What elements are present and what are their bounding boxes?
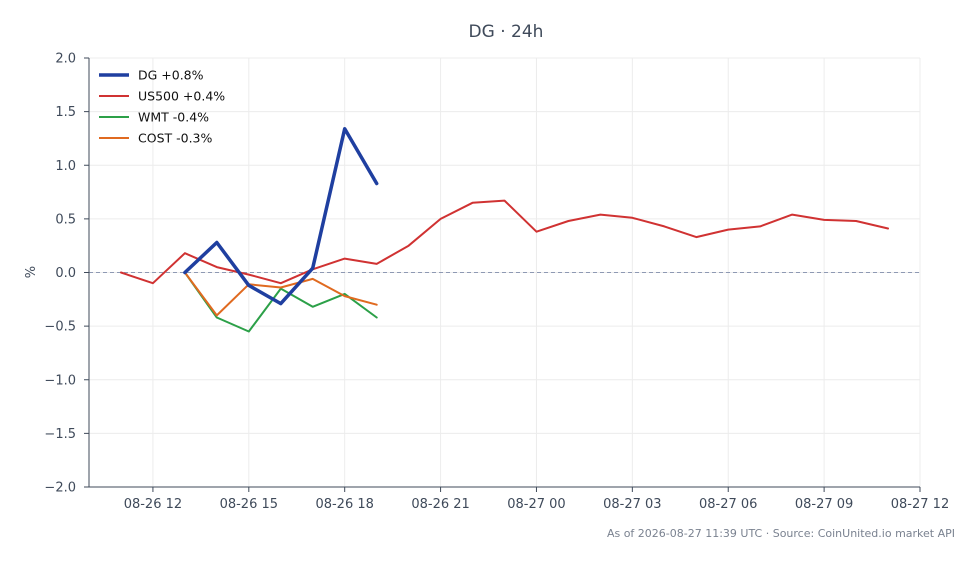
legend-item-2[interactable]: US500 +0.4% xyxy=(99,89,225,104)
y-tick-label: 1.0 xyxy=(55,159,76,174)
y-tick-label: −1.5 xyxy=(44,427,76,442)
legend-label: WMT -0.4% xyxy=(138,110,209,125)
x-tick-label: 08-26 18 xyxy=(315,497,373,512)
series-line-1 xyxy=(183,127,379,306)
x-tick-label: 08-26 12 xyxy=(124,497,182,512)
y-tick-label: 1.5 xyxy=(55,105,76,120)
x-tick-label: 08-27 12 xyxy=(891,497,949,512)
x-tick-label: 08-26 15 xyxy=(220,497,278,512)
y-tick-label: 0.0 xyxy=(55,266,76,281)
y-tick-label: −0.5 xyxy=(44,320,76,335)
legend-label: US500 +0.4% xyxy=(138,89,225,104)
y-tick-label: −2.0 xyxy=(44,481,76,496)
x-ticks: 08-26 12 08-26 15 08-26 18 08-26 21 08-27 00… xyxy=(124,487,949,512)
y-tick-label: 0.5 xyxy=(55,212,76,227)
x-tick-label: 08-27 03 xyxy=(603,497,661,512)
series-line-2 xyxy=(120,199,889,285)
series-lines xyxy=(120,127,889,333)
y-ticks: 2.0 1.5 1.0 0.5 0.0 −0.5 −1.0 −1.5 −2.0 xyxy=(44,52,89,496)
x-tick-label: 08-27 00 xyxy=(507,497,565,512)
legend-item-4[interactable]: COST -0.3% xyxy=(99,131,213,146)
legend-label: DG +0.8% xyxy=(138,68,204,83)
legend-item-1[interactable]: DG +0.8% xyxy=(99,68,204,83)
y-tick-label: −1.0 xyxy=(44,373,76,388)
legend-item-3[interactable]: WMT -0.4% xyxy=(99,110,209,125)
x-tick-label: 08-27 09 xyxy=(795,497,853,512)
footer-source: As of 2026-08-27 11:39 UTC · Source: Coi… xyxy=(607,527,955,540)
series-line-4 xyxy=(183,271,378,317)
chart-title: DG · 24h xyxy=(469,22,544,42)
x-tick-label: 08-26 21 xyxy=(411,497,469,512)
x-tick-label: 08-27 06 xyxy=(699,497,757,512)
legend[interactable]: DG +0.8% US500 +0.4% WMT -0.4% COST -0.3% xyxy=(99,68,225,146)
series-line-3 xyxy=(183,271,378,333)
y-tick-label: 2.0 xyxy=(55,52,76,67)
y-axis-label: % xyxy=(24,266,39,278)
legend-label: COST -0.3% xyxy=(138,131,213,146)
